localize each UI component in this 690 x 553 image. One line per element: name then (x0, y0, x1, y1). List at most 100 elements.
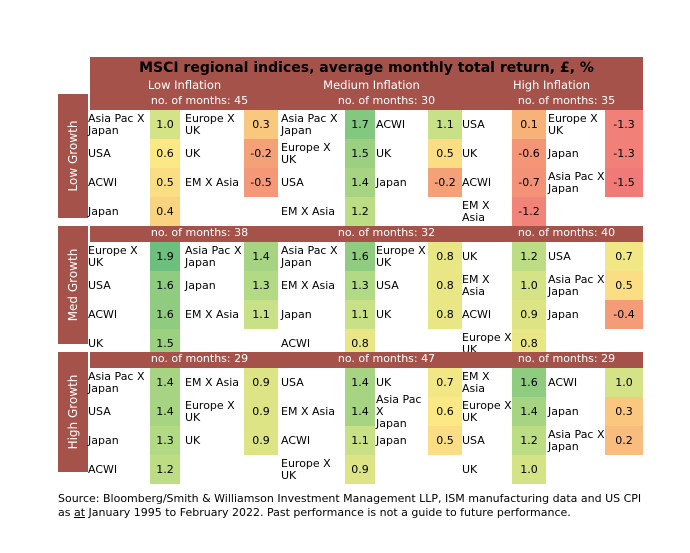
growth-label: Low Growth (66, 120, 80, 192)
region-name: USA (281, 175, 304, 189)
region-name: EM X Asia (185, 307, 240, 321)
months-count: no. of months: 32 (337, 226, 436, 239)
region-name: Asia Pac X Japan (281, 243, 338, 269)
value-cell: -0.2 (244, 139, 278, 168)
title-bar (90, 57, 643, 78)
value-cell: -1.3 (605, 139, 643, 168)
value-cell: 0.5 (605, 271, 643, 300)
region-name: Asia Pac X Japan (88, 111, 145, 137)
region-name: UK (462, 146, 478, 160)
value-cell: 1.0 (512, 271, 546, 300)
value-cell: 1.4 (150, 397, 180, 426)
region-name: USA (462, 117, 485, 131)
region-name: UK (185, 146, 201, 160)
value-cell: 0.5 (428, 139, 462, 168)
value-cell: 1.9 (150, 242, 180, 271)
region-name: USA (88, 278, 111, 292)
value-cell: 0.8 (428, 271, 462, 300)
source-note: Source: Bloomberg/Smith & Williamson Inv… (58, 492, 658, 520)
region-name: UK (185, 433, 201, 447)
value-cell: 0.9 (244, 426, 278, 455)
region-name: Asia Pac X Japan (548, 272, 605, 298)
value-cell: -1.5 (605, 168, 643, 197)
value-cell: 0.9 (244, 397, 278, 426)
value-cell: 0.6 (150, 139, 180, 168)
value-cell: 0.8 (428, 242, 462, 271)
value-cell: 0.5 (150, 168, 180, 197)
value-cell: 0.1 (512, 110, 546, 139)
value-cell: 1.6 (150, 300, 180, 329)
value-cell: 1.2 (512, 242, 546, 271)
region-name: ACWI (281, 433, 311, 447)
region-name: Japan (185, 278, 216, 292)
region-name: Europe X UK (548, 111, 598, 137)
value-cell: 0.9 (512, 300, 546, 329)
region-name: EM X Asia (281, 278, 336, 292)
region-name: Asia Pac X Japan (88, 369, 145, 395)
region-name: EM X Asia (185, 375, 240, 389)
value-cell: 0.6 (428, 397, 462, 426)
value-cell: -1.2 (512, 197, 546, 226)
months-count: no. of months: 40 (517, 226, 616, 239)
value-cell: 0.9 (345, 455, 375, 484)
region-name: USA (462, 433, 485, 447)
value-cell: 1.2 (345, 197, 375, 226)
region-name: Japan (548, 307, 579, 321)
region-name: EM X Asia (185, 175, 240, 189)
region-name: UK (88, 336, 104, 350)
value-cell: -0.2 (428, 168, 462, 197)
region-name: Japan (88, 204, 119, 218)
months-band (90, 352, 643, 368)
chart-title: MSCI regional indices, average monthly t… (139, 59, 594, 76)
region-name: EM X Asia (281, 404, 336, 418)
value-cell: -1.3 (605, 110, 643, 139)
value-cell: 0.4 (150, 197, 180, 226)
region-name: Japan (88, 433, 119, 447)
region-name: ACWI (548, 375, 578, 389)
region-name: Asia Pac X Japan (548, 169, 605, 195)
source-link[interactable]: at (73, 506, 86, 519)
growth-label-panel: High Growth (58, 352, 88, 472)
region-name: USA (88, 404, 111, 418)
region-name: EM X Asia (462, 272, 490, 298)
value-cell: 0.8 (428, 300, 462, 329)
region-name: USA (376, 278, 399, 292)
region-name: Japan (548, 404, 579, 418)
value-cell: 1.4 (512, 397, 546, 426)
value-cell: 1.2 (512, 426, 546, 455)
region-name: Japan (376, 433, 407, 447)
value-cell: 0.9 (244, 368, 278, 397)
value-cell: 1.6 (345, 242, 375, 271)
region-name: USA (548, 249, 571, 263)
region-name: UK (376, 307, 392, 321)
value-cell: 1.4 (345, 397, 375, 426)
region-name: EM X Asia (281, 204, 336, 218)
region-name: Asia Pac X Japan (281, 111, 338, 137)
months-count: no. of months: 30 (337, 94, 436, 107)
region-name: ACWI (376, 117, 406, 131)
value-cell: 1.3 (244, 271, 278, 300)
value-cell: 1.0 (512, 455, 546, 484)
region-name: Europe X UK (376, 243, 426, 269)
months-count: no. of months: 45 (150, 94, 249, 107)
region-name: Europe X UK (185, 111, 235, 137)
value-cell: -0.6 (512, 139, 546, 168)
value-cell: 1.1 (345, 300, 375, 329)
region-name: USA (88, 146, 111, 160)
source-line-2b: January 1995 to February 2022. Past perf… (85, 506, 571, 519)
value-cell: 0.3 (605, 397, 643, 426)
months-band (90, 94, 643, 110)
value-cell: 1.4 (150, 368, 180, 397)
region-name: EM X Asia (462, 369, 490, 395)
region-name: Europe X UK (88, 243, 138, 269)
months-band (90, 226, 643, 242)
region-name: ACWI (462, 175, 492, 189)
value-cell: 0.5 (428, 426, 462, 455)
region-name: Japan (281, 307, 312, 321)
region-name: ACWI (462, 307, 492, 321)
region-name: UK (462, 249, 478, 263)
region-name: Europe X UK (185, 398, 235, 424)
region-name: Europe X UK (462, 398, 512, 424)
region-name: ACWI (88, 462, 118, 476)
value-cell: 1.6 (150, 271, 180, 300)
